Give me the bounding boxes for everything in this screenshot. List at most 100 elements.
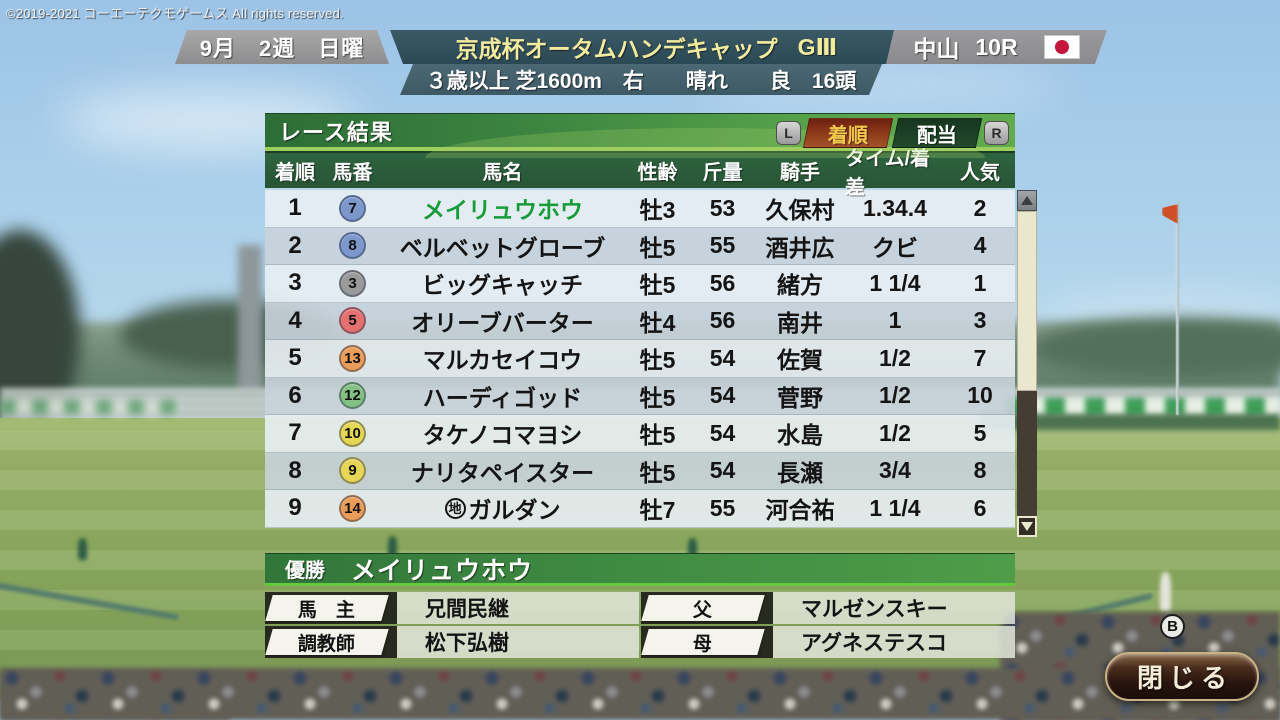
background-tower: [238, 245, 262, 395]
time-or-margin: 1: [888, 307, 902, 334]
frame-badge: 5: [339, 307, 366, 335]
popularity-rank: 6: [973, 494, 987, 521]
frame-badge: 8: [339, 232, 366, 260]
carried-weight: 54: [709, 419, 736, 446]
finish-position: 3: [288, 269, 302, 297]
horse-number-cell: 13: [325, 344, 380, 372]
table-row: 9 14 地 ガルダン 牡7 55 河合祐 1 1/4 6: [265, 490, 1015, 528]
col-horse-name: 馬名: [482, 162, 523, 184]
jockey-name: 酒井広: [765, 234, 835, 261]
background-awnings: [1005, 398, 1280, 416]
col-jockey: 騎手: [780, 162, 820, 184]
carried-weight: 55: [709, 494, 736, 521]
dam-value: アグネステスコ: [773, 626, 1015, 658]
winner-horse-name: メイリュウホウ: [351, 556, 534, 585]
race-number: 10R: [975, 33, 1018, 60]
sire-label-chip: 父: [641, 595, 765, 621]
sex-age: 牡5: [639, 272, 676, 299]
race-title-bar: 京成杯オータムハンデキャップ GⅢ: [390, 30, 906, 64]
frame-badge: 10: [339, 419, 366, 447]
time-or-margin: 1 1/4: [869, 494, 921, 521]
tab-payouts[interactable]: 配当: [891, 118, 983, 148]
col-time-margin: タイム/着差: [845, 147, 931, 199]
winner-label: 優勝: [285, 560, 325, 582]
finish-position: 6: [288, 381, 302, 409]
horse-number-cell: 8: [325, 232, 380, 260]
table-row: 4 5 オリーブバーター 牡4 56 南井 1 3: [265, 302, 1015, 340]
time-or-margin: 1/2: [879, 344, 911, 371]
table-row: 1 7 メイリュウホウ 牡3 53 久保村 1.34.4 2: [265, 190, 1015, 228]
panel-accent-line-dark: [265, 151, 1015, 153]
horse-name-cell: オリーブバーター: [380, 304, 625, 338]
jockey-name: 久保村: [765, 197, 835, 224]
sire-cell: 父 マルゼンスキー: [641, 592, 1015, 624]
winner-details-grid: 馬 主 兄間民継 父 マルゼンスキー 調教師 松下弘樹 母 アグネステスコ: [265, 592, 1015, 658]
sex-age: 牡5: [639, 347, 676, 374]
carried-weight: 56: [709, 307, 736, 334]
horse-name-cell: マルカセイコウ: [380, 341, 625, 375]
popularity-rank: 3: [973, 307, 987, 334]
background-crowd: [0, 668, 1280, 720]
horse-number-cell: 7: [325, 194, 380, 222]
flag-pole: [1176, 203, 1179, 415]
horse-number-cell: 9: [325, 457, 380, 485]
regional-mark: 地: [444, 497, 466, 519]
right-bumper-button[interactable]: R: [984, 121, 1009, 145]
background-person: [78, 538, 87, 560]
tree-silhouette: [1030, 318, 1280, 378]
scroll-up-arrow[interactable]: [1017, 190, 1037, 211]
horse-number-cell: 14: [325, 494, 380, 522]
tab-finish-order[interactable]: 着順: [802, 118, 894, 148]
finish-position: 5: [288, 344, 302, 372]
jockey-name: 菅野: [777, 384, 823, 411]
horse-name: ハーディゴッド: [422, 384, 583, 411]
horse-name-cell: メイリュウホウ: [380, 191, 625, 225]
jockey-name: 南井: [777, 309, 823, 336]
winner-panel: 優勝 メイリュウホウ 馬 主 兄間民継 父 マルゼンスキー 調教師 松下弘樹 母…: [265, 553, 1015, 658]
panel-accent-line: [265, 147, 1015, 151]
finish-position: 1: [288, 194, 302, 222]
time-or-margin: 1.34.4: [863, 194, 927, 221]
trainer-cell: 調教師 松下弘樹: [265, 626, 639, 658]
table-header: 着順 馬番 馬名 性齢 斤量 騎手 タイム/着差 人気: [265, 148, 1015, 199]
panel-title: レース結果: [279, 119, 393, 145]
background-person: [688, 538, 697, 560]
frame-badge: 14: [339, 494, 366, 522]
sex-age: 牡5: [639, 234, 676, 261]
popularity-rank: 4: [973, 232, 987, 259]
left-bumper-button[interactable]: L: [776, 121, 801, 145]
sire-value: マルゼンスキー: [773, 592, 1015, 624]
popularity-rank: 7: [973, 344, 987, 371]
sex-age: 牡5: [639, 422, 676, 449]
trainer-value: 松下弘樹: [397, 626, 639, 658]
scrollbar-track[interactable]: [1017, 211, 1037, 516]
owner-value: 兄間民継: [397, 592, 639, 624]
scrollbar-thumb[interactable]: [1017, 211, 1037, 391]
col-popularity: 人気: [960, 162, 1000, 184]
horse-name: メイリュウホウ: [422, 197, 583, 224]
background-hedge: [980, 414, 1280, 430]
horse-name: タケノコマヨシ: [422, 422, 583, 449]
winner-bar: 優勝 メイリュウホウ: [265, 553, 1015, 586]
jockey-name: 緒方: [777, 272, 823, 299]
popularity-rank: 8: [973, 457, 987, 484]
frame-badge: 7: [339, 194, 366, 222]
close-button[interactable]: 閉じる: [1105, 652, 1259, 701]
horse-name-cell: 地 ガルダン: [380, 491, 625, 525]
table-row: 6 12 ハーディゴッド 牡5 54 菅野 1/2 10: [265, 377, 1015, 415]
date-bar: 9月 2週 日曜: [175, 30, 389, 64]
horse-name: ナリタペイスター: [410, 459, 595, 486]
horse-name-cell: ビッグキャッチ: [380, 266, 625, 300]
frame-badge: 9: [339, 457, 366, 485]
horse-number-cell: 3: [325, 269, 380, 297]
popularity-rank: 1: [973, 269, 987, 296]
col-horse-number: 馬番: [332, 162, 373, 184]
popularity-rank: 10: [967, 382, 993, 409]
gamepad-b-icon: B: [1160, 614, 1185, 639]
finish-position: 9: [288, 494, 302, 522]
horse-name: オリーブバーター: [411, 309, 594, 336]
background-person: [1160, 572, 1171, 612]
horse-number-cell: 5: [325, 307, 380, 335]
scroll-down-arrow[interactable]: [1017, 516, 1037, 537]
